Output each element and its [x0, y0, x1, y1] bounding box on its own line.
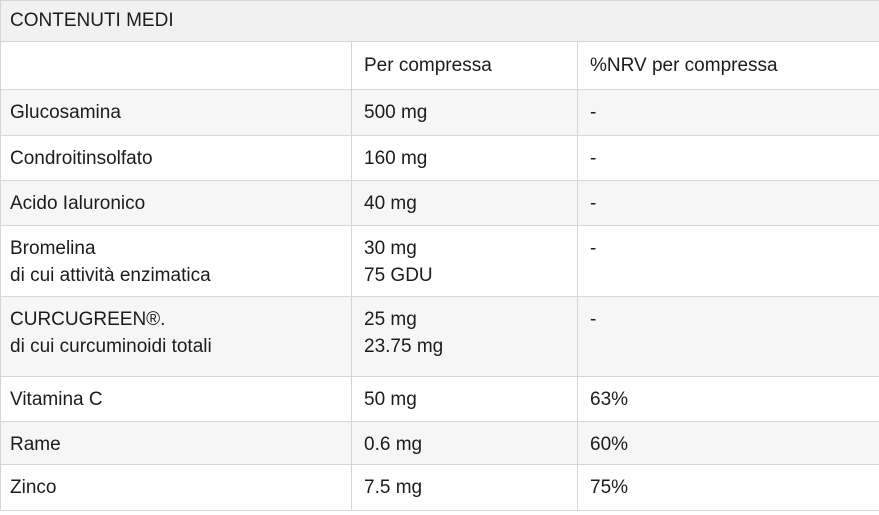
amount-per-tablet: 30 mg 75 GDU — [351, 225, 578, 297]
amount-per-tablet: 25 mg 23.75 mg — [351, 296, 578, 377]
amount-per-tablet: 0.6 mg — [351, 421, 578, 465]
nutrient-name-sub: di cui curcuminoidi totali — [10, 336, 212, 357]
table-row-condroitinsolfato: Condroitinsolfato 160 mg - — [0, 135, 879, 181]
col-header-name — [0, 41, 352, 90]
nutrient-name: Zinco — [0, 464, 352, 511]
nutrient-name: Rame — [0, 421, 352, 465]
nrv-percent: - — [577, 89, 879, 136]
amount-sub: 23.75 mg — [364, 336, 444, 357]
nrv-percent: - — [577, 135, 879, 181]
nutrient-name-sub: di cui attività enzimatica — [10, 265, 211, 286]
nrv-percent: - — [577, 180, 879, 226]
amount-main: 30 mg — [364, 238, 417, 259]
amount-per-tablet: 7.5 mg — [351, 464, 578, 511]
table-row-zinco: Zinco 7.5 mg 75% — [0, 464, 879, 511]
nutrient-name: Bromelina di cui attività enzimatica — [0, 225, 352, 297]
nutrient-name: Vitamina C — [0, 376, 352, 422]
nrv-percent: - — [577, 296, 879, 377]
amount-main: 25 mg — [364, 309, 417, 330]
amount-per-tablet: 50 mg — [351, 376, 578, 422]
table-title: CONTENUTI MEDI — [0, 0, 879, 42]
table-row-acido-ialuronico: Acido Ialuronico 40 mg - — [0, 180, 879, 226]
amount-per-tablet: 160 mg — [351, 135, 578, 181]
nutrient-name: Acido Ialuronico — [0, 180, 352, 226]
nutrient-name: CURCUGREEN®. di cui curcuminoidi totali — [0, 296, 352, 377]
amount-per-tablet: 500 mg — [351, 89, 578, 136]
col-header-nrv: %NRV per compressa — [577, 41, 879, 90]
table-row-bromelina: Bromelina di cui attività enzimatica 30 … — [0, 225, 879, 297]
col-header-per-compressa: Per compressa — [351, 41, 578, 90]
amount-per-tablet: 40 mg — [351, 180, 578, 226]
nutrient-name-main: CURCUGREEN®. — [10, 309, 166, 330]
amount-sub: 75 GDU — [364, 265, 433, 286]
nutrient-name: Glucosamina — [0, 89, 352, 136]
nrv-percent: 75% — [577, 464, 879, 511]
nutrient-name: Condroitinsolfato — [0, 135, 352, 181]
table-row-glucosamina: Glucosamina 500 mg - — [0, 89, 879, 136]
table-row-vitamina-c: Vitamina C 50 mg 63% — [0, 376, 879, 422]
table-header-row: Per compressa %NRV per compressa — [0, 41, 879, 90]
table-row-curcugreen: CURCUGREEN®. di cui curcuminoidi totali … — [0, 296, 879, 377]
table-title-row: CONTENUTI MEDI — [0, 0, 879, 42]
nutrient-name-main: Bromelina — [10, 238, 96, 259]
nrv-percent: 60% — [577, 421, 879, 465]
table-row-rame: Rame 0.6 mg 60% — [0, 421, 879, 465]
nrv-percent: 63% — [577, 376, 879, 422]
nrv-percent: - — [577, 225, 879, 297]
